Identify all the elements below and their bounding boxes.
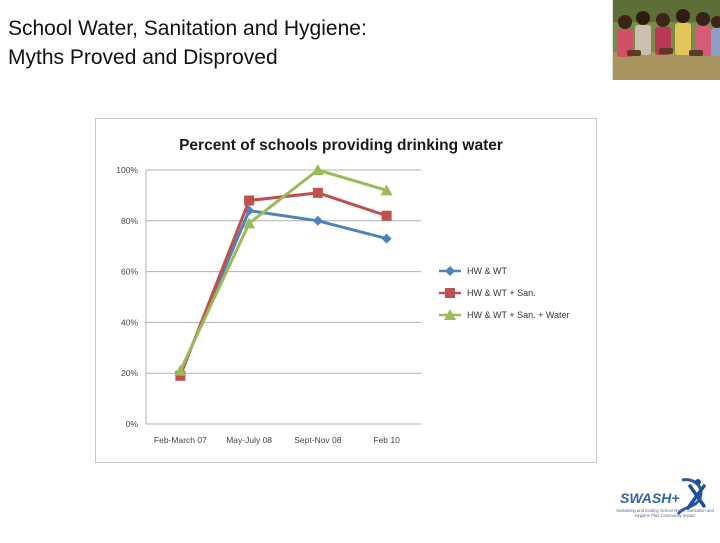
y-tick-label: 100% <box>116 165 138 175</box>
data-point <box>311 164 324 175</box>
legend: HW & WT HW & WT + San. HW & WT + San. + Wa… <box>439 266 570 320</box>
x-tick-label: Feb-March 07 <box>154 435 207 445</box>
children-photo <box>612 0 720 80</box>
legend-item: HW & WT + San. + Water <box>439 309 570 320</box>
gridlines <box>145 169 421 425</box>
x-axis-ticks: Feb-March 07 May-July 08 Sept-Nov 08 Feb 10 <box>154 435 400 445</box>
x-tick-label: Feb 10 <box>373 435 400 445</box>
x-tick-label: May-July 08 <box>226 435 272 445</box>
legend-marker <box>445 288 455 298</box>
data-point <box>312 187 323 198</box>
logo-tagline: Sustaining and Scaling School Water, San… <box>616 508 714 518</box>
swash-logo: SWASH+ Sustaining and Scaling School Wat… <box>612 476 718 538</box>
legend-item: HW & WT <box>439 266 507 276</box>
series-lines <box>174 164 393 381</box>
slide-title-line-2: Myths Proved and Disproved <box>8 46 278 69</box>
line-chart: Percent of schools providing drinking wa… <box>116 137 570 445</box>
data-point <box>312 215 323 226</box>
x-tick-label: Sept-Nov 08 <box>294 435 342 445</box>
legend-label: HW & WT + San. + Water <box>467 310 570 320</box>
y-tick-label: 40% <box>121 317 138 327</box>
data-point <box>380 184 393 196</box>
series-1 <box>175 205 392 379</box>
logo-figure-icon <box>686 484 706 510</box>
data-point <box>381 233 392 244</box>
chart-title: Percent of schools providing drinking wa… <box>179 137 503 154</box>
legend-marker <box>445 266 455 276</box>
logo-wordmark: SWASH+ <box>620 490 680 506</box>
legend-label: HW & WT + San. <box>467 288 536 298</box>
legend-label: HW & WT <box>467 266 507 276</box>
slide-title-line-1: School Water, Sanitation and Hygiene: <box>8 17 367 40</box>
y-tick-label: 20% <box>121 368 138 378</box>
y-tick-label: 80% <box>121 216 138 226</box>
data-point <box>243 217 256 229</box>
data-point <box>381 210 392 221</box>
data-point <box>244 195 255 206</box>
slide-title: School Water, Sanitation and Hygiene: My… <box>8 14 568 72</box>
chart-frame: Percent of schools providing drinking wa… <box>95 118 597 463</box>
legend-item: HW & WT + San. <box>439 288 536 298</box>
data-point <box>175 370 186 381</box>
series-3 <box>174 164 393 376</box>
y-tick-label: 60% <box>121 267 138 277</box>
y-tick-label: 0% <box>126 419 139 429</box>
legend-marker <box>444 309 456 320</box>
series-line <box>178 209 388 374</box>
y-axis-ticks: 0% 20% 40% 60% 80% 100% <box>116 165 138 429</box>
series-line <box>178 191 388 377</box>
series-line <box>179 168 388 372</box>
data-point <box>174 364 187 376</box>
